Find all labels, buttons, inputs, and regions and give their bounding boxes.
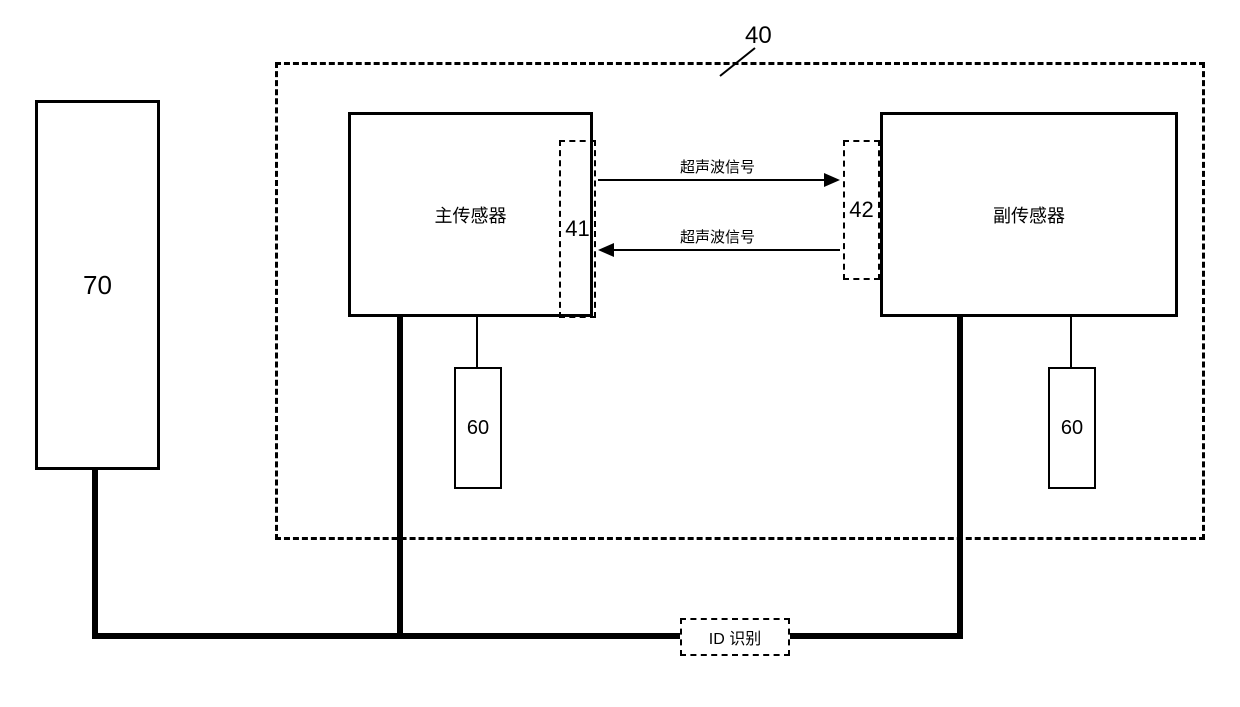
- wire-bus-right: [790, 633, 963, 639]
- stub-60a: [476, 317, 478, 367]
- wire-sub-down: [957, 317, 963, 639]
- id-recognition-box: ID 识别: [680, 618, 790, 656]
- box-60b-label: 60: [1061, 417, 1083, 440]
- box-60b: 60: [1048, 367, 1096, 489]
- box-60a: 60: [454, 367, 502, 489]
- id-recognition-label: ID 识别: [709, 625, 761, 649]
- box-60a-label: 60: [467, 417, 489, 440]
- arrow-bottom-label: 超声波信号: [680, 226, 755, 247]
- arrow-signal-bottom: [0, 0, 1240, 707]
- wire-main-down: [397, 317, 403, 639]
- stub-60b: [1070, 317, 1072, 367]
- wire-70-down: [92, 470, 98, 639]
- wire-bus-left: [92, 633, 680, 639]
